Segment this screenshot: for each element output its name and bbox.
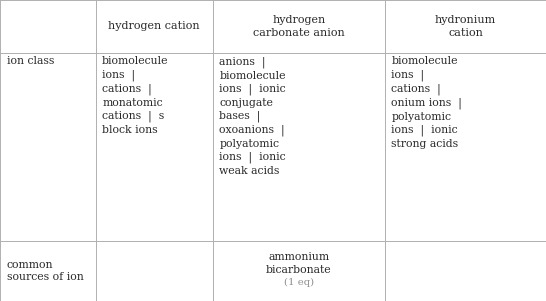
Text: ion class: ion class — [7, 56, 54, 66]
Text: biomolecule
ions  |
cations  |
monatomic
cations  |  s
block ions: biomolecule ions | cations | monatomic c… — [102, 56, 169, 135]
Text: hydrogen cation: hydrogen cation — [109, 21, 200, 31]
Text: hydrogen
carbonate anion: hydrogen carbonate anion — [253, 15, 345, 38]
Text: ammonium
bicarbonate: ammonium bicarbonate — [266, 252, 332, 275]
Text: biomolecule
ions  |
cations  |
onium ions  |
polyatomic
ions  |  ionic
strong ac: biomolecule ions | cations | onium ions … — [391, 56, 462, 149]
Text: (1 eq): (1 eq) — [284, 278, 314, 287]
Text: anions  |
biomolecule
ions  |  ionic
conjugate
bases  |
oxoanions  |
polyatomic
: anions | biomolecule ions | ionic conjug… — [219, 56, 286, 176]
Text: hydronium
cation: hydronium cation — [435, 15, 496, 38]
Text: common
sources of ion: common sources of ion — [7, 259, 84, 282]
